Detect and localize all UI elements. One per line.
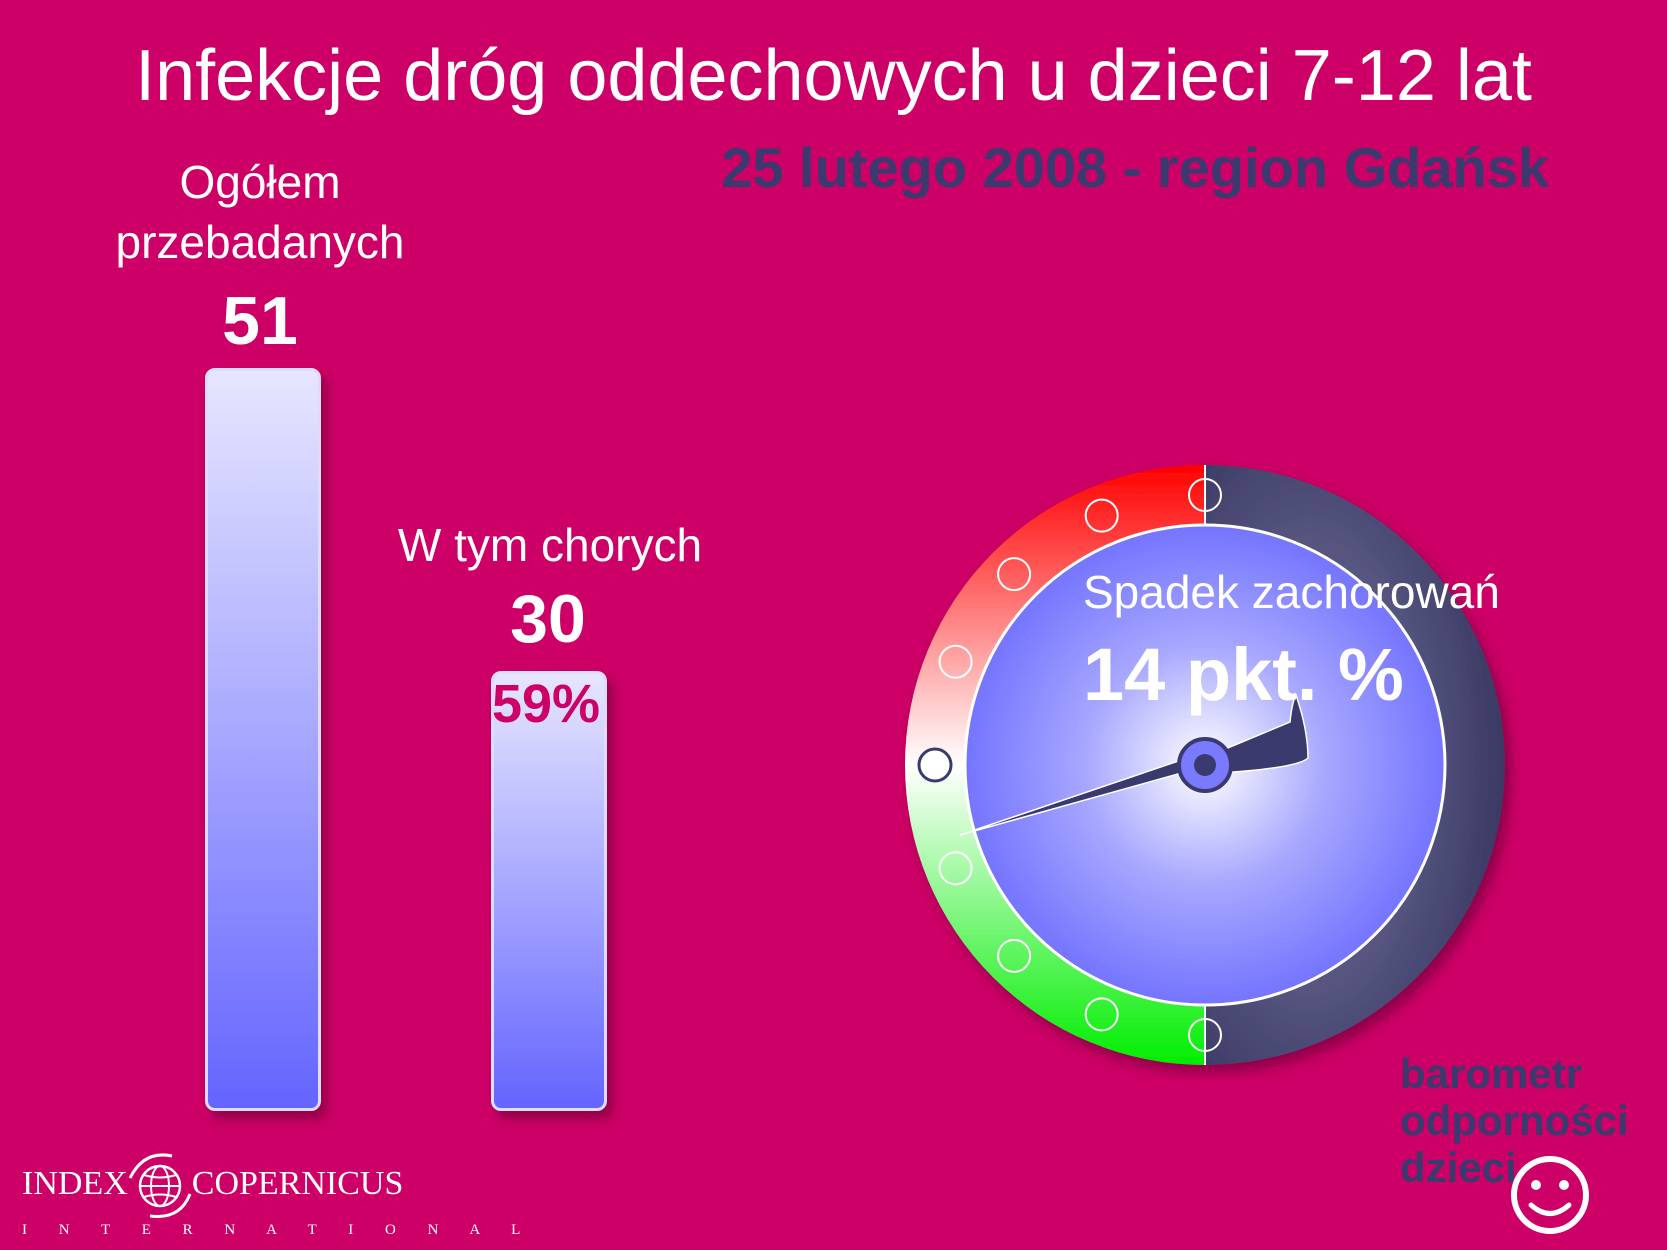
gauge-tick-8 [1188,1018,1222,1052]
bar-label-total-line2: przebadanych [115,216,405,268]
bar-label-sick-line1: W tym chorych [397,519,703,571]
smiley-icon [1511,1156,1589,1234]
index-copernicus-logo: INDEX COPERNICUS I N T E R N A T I O N A… [22,1148,534,1239]
gauge-tick-4 [917,747,953,783]
brand-line-3: dzieci [1400,1144,1517,1191]
bar-total [205,368,321,1111]
gauge-needle-tail [1217,693,1309,774]
brand-line-2: odporności [1400,1097,1629,1144]
gauge [905,465,1505,1065]
barometr-brand: barometr odporności dzieci [1400,1050,1629,1191]
gauge-value: 14 pkt. % [1083,633,1404,716]
gauge-tick-6 [997,938,1032,973]
gauge-tick-1 [1084,498,1119,533]
globe-icon [128,1153,192,1219]
chart-title: Infekcje dróg oddechowych u dzieci 7-12 … [135,36,1532,116]
gauge-tick-0 [1188,478,1222,512]
gauge-tick-5 [938,851,973,886]
bar-sick [491,671,607,1111]
bar-value-total: 51 [222,283,298,359]
bar-label-total-line1: Ogółem [179,156,341,208]
bar-label-sick: W tym chorych [350,515,750,575]
gauge-label: Spadek zachorowań [1083,566,1500,618]
logo-copernicus-text: COPERNICUS [191,1165,404,1202]
gauge-tick-3 [938,644,973,679]
bar-label-total: Ogółem przebadanych [80,152,440,272]
brand-line-1: barometr [1400,1050,1583,1097]
gauge-tick-7 [1084,997,1119,1032]
gauge-ticks [917,478,1222,1052]
gauge-tick-2 [997,557,1032,592]
chart-subtitle: 25 lutego 2008 - region Gdańsk [721,136,1549,199]
gauge-hub-center [1194,754,1216,776]
logo-international-text: I N T E R N A T I O N A L [22,1222,535,1238]
bar-percent-label: 59% [491,674,601,734]
logo-index-text: INDEX [22,1165,128,1202]
bar-value-sick: 30 [510,581,586,657]
